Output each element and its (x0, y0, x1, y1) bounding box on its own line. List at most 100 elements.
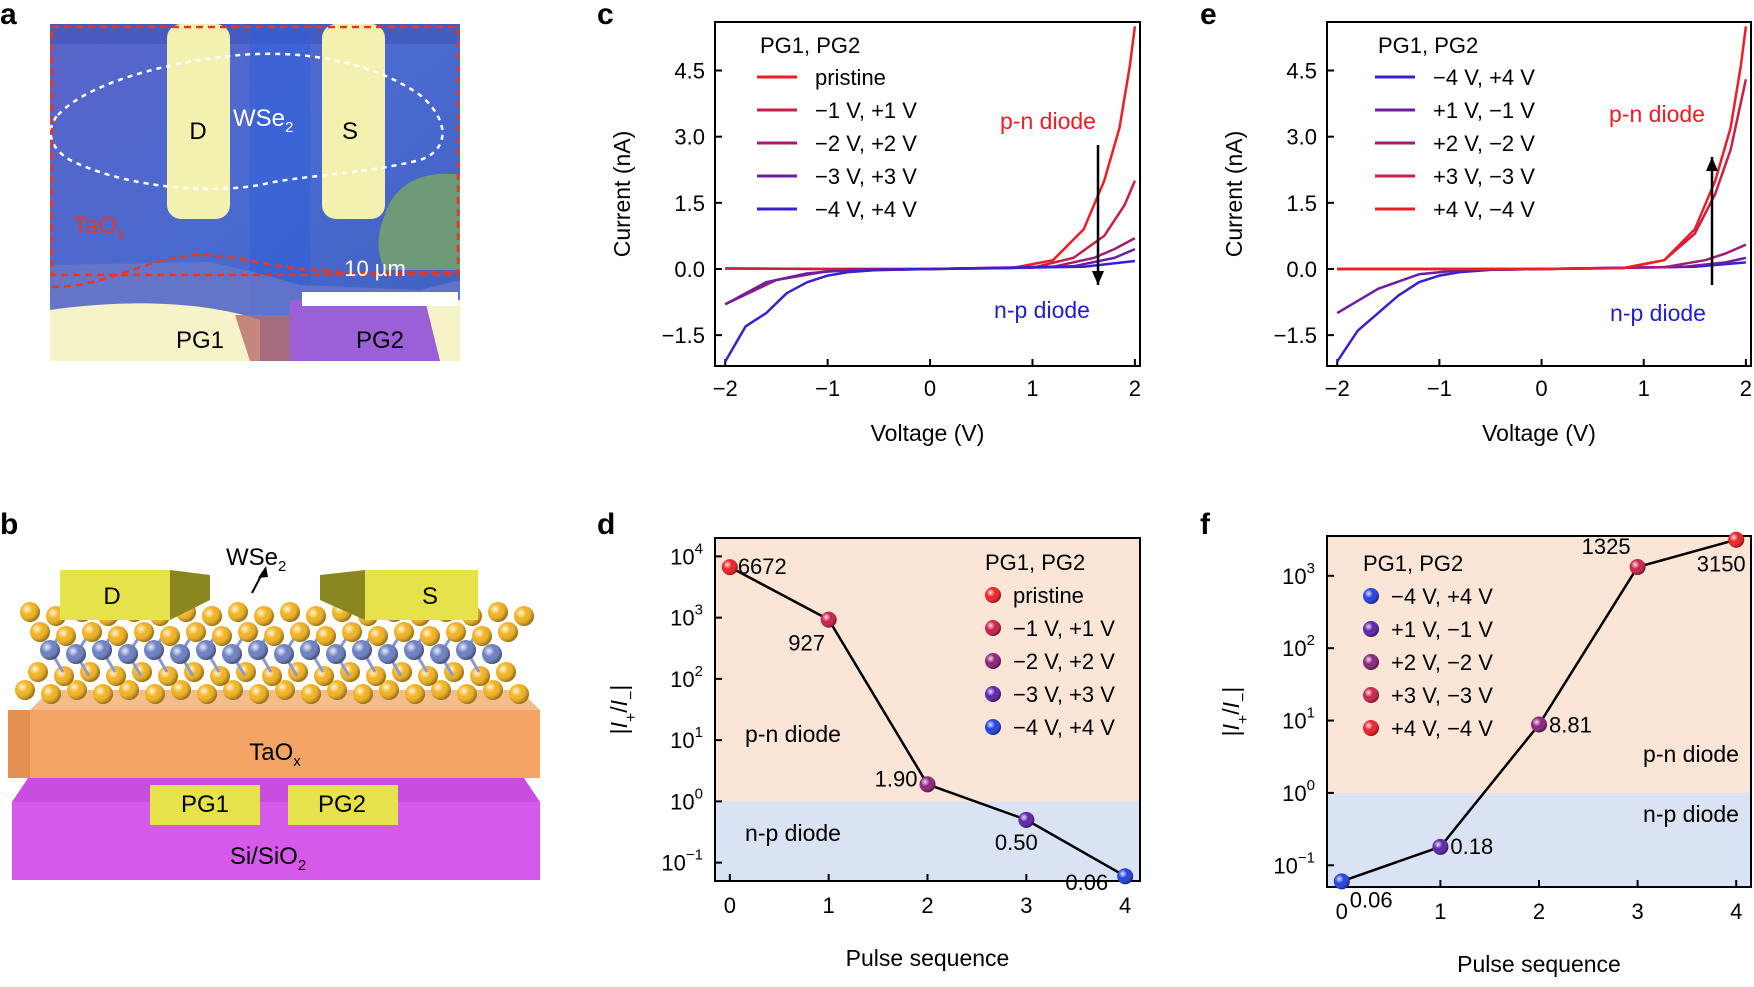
pn-region (1327, 536, 1751, 793)
atom-shading (496, 662, 516, 682)
tick-exponent: 1 (695, 724, 703, 741)
legend-title: PG1, PG2 (1378, 33, 1478, 58)
panel-label-a: a (0, 0, 17, 31)
tick-exponent: 2 (1307, 632, 1315, 649)
legend-label: +4 V, −4 V (1433, 197, 1535, 222)
x-tick-label: −2 (1325, 376, 1350, 401)
point-value-label: 3150 (1697, 552, 1746, 577)
region-label-np: n-p diode (1643, 801, 1739, 827)
wse2-pointer-arrowhead (258, 566, 268, 578)
legend-marker-shading (985, 620, 1001, 636)
y-axis-label: Current (nA) (609, 131, 635, 258)
atom-shading (41, 684, 61, 704)
region-label-pn: p-n diode (745, 721, 841, 747)
y-tick-label: 101 (670, 724, 703, 753)
y-label-part: I (606, 699, 632, 706)
legend-marker-shading (985, 653, 1001, 669)
plot-frame (714, 21, 1141, 367)
atom-shading (457, 684, 477, 704)
atom-shading (28, 662, 48, 682)
np-region (715, 801, 1140, 881)
y-tick-label: 103 (1282, 560, 1315, 589)
x-tick-label: 1 (1638, 376, 1650, 401)
atom-shading (145, 684, 165, 704)
x-axis-label: Pulse sequence (1457, 951, 1621, 977)
panel-label-b: b (0, 508, 18, 541)
y-tick-label: 10−1 (1273, 849, 1315, 878)
legend-title: PG1, PG2 (1363, 551, 1463, 576)
atom-shading (212, 626, 232, 646)
panel-e: e −2 −1 0 1 2 −1.5 0.0 1.5 3.0 4.5 Voltage (V) Curr… (1200, 0, 1752, 446)
point-value-label: 0.50 (995, 830, 1038, 855)
atom-shading (210, 666, 230, 686)
oxide-slab (8, 690, 540, 778)
gate-pg1 (150, 785, 260, 825)
schem-pg2-label: PG2 (318, 791, 366, 818)
schem-wse2-label: WSe2 (226, 544, 286, 575)
y-axis-label: Current (nA) (1221, 131, 1247, 258)
atom-shading (342, 622, 362, 642)
np-region (1327, 792, 1751, 887)
y-tick-label: 4.5 (1286, 59, 1317, 84)
gate-pg2 (288, 785, 398, 825)
legend-label: −4 V, +4 V (815, 197, 917, 222)
tick-exponent: 1 (1307, 705, 1315, 722)
legend-label: −4 V, +4 V (1433, 65, 1535, 90)
atom-shading (488, 602, 508, 622)
series-line (725, 180, 1137, 271)
tick-exponent: −1 (1298, 849, 1315, 866)
annotation-pn: p-n diode (1000, 108, 1096, 134)
tick-exponent: −1 (686, 847, 703, 864)
atom-shading (482, 644, 502, 664)
x-axis-label: Voltage (V) (1482, 420, 1596, 446)
micro-pg1-label: PG1 (176, 327, 224, 354)
atom-shading (404, 640, 424, 660)
tick-exponent: 4 (695, 540, 703, 557)
panel-b: b D S WSe2 (0, 508, 540, 880)
x-axis-label: Pulse sequence (846, 945, 1010, 971)
atom-shading (420, 626, 440, 646)
atom-shading (301, 684, 321, 704)
atom-shading (54, 666, 74, 686)
atom-shading (160, 626, 180, 646)
tick-exponent: 0 (1307, 777, 1315, 794)
point-shading (1629, 558, 1646, 575)
y-tick-label: 100 (670, 785, 703, 814)
legend-label: pristine (1013, 583, 1084, 608)
x-tick-label: 0 (924, 376, 936, 401)
series-line (1337, 26, 1748, 271)
atom-shading (30, 622, 50, 642)
point-value-label: 927 (788, 631, 825, 656)
atom-shading (418, 666, 438, 686)
micro-drain-label: D (189, 118, 206, 145)
legend-title: PG1, PG2 (985, 550, 1085, 575)
y-label-part: | (606, 685, 632, 691)
atom-shading (108, 626, 128, 646)
atom-shading (394, 622, 414, 642)
legend-marker-shading (1363, 621, 1379, 637)
atom-shading (254, 606, 274, 626)
point-shading (1728, 531, 1745, 548)
point-value-label: 0.06 (1065, 870, 1108, 895)
y-label-part: | (1218, 730, 1244, 736)
point-shading (1432, 838, 1449, 855)
y-tick-label: −1.5 (662, 323, 705, 348)
point-shading (919, 776, 936, 793)
atom-shading (368, 626, 388, 646)
atom-shading (134, 622, 154, 642)
legend-marker-shading (985, 587, 1001, 603)
pn-region (715, 538, 1140, 802)
y-label-part: − (1235, 693, 1252, 702)
point-shading (721, 559, 738, 576)
legend-label: −4 V, +4 V (1391, 584, 1493, 609)
point-shading (1531, 716, 1547, 733)
atom-shading (171, 680, 191, 700)
y-tick-label: 4.5 (674, 59, 705, 84)
atom-shading (509, 684, 529, 704)
series-line (724, 259, 1136, 363)
schem-pg1-label: PG1 (181, 791, 229, 818)
schem-drain-label: D (103, 583, 120, 610)
legend-marker-shading (985, 719, 1001, 735)
plot-frame (1326, 21, 1752, 367)
